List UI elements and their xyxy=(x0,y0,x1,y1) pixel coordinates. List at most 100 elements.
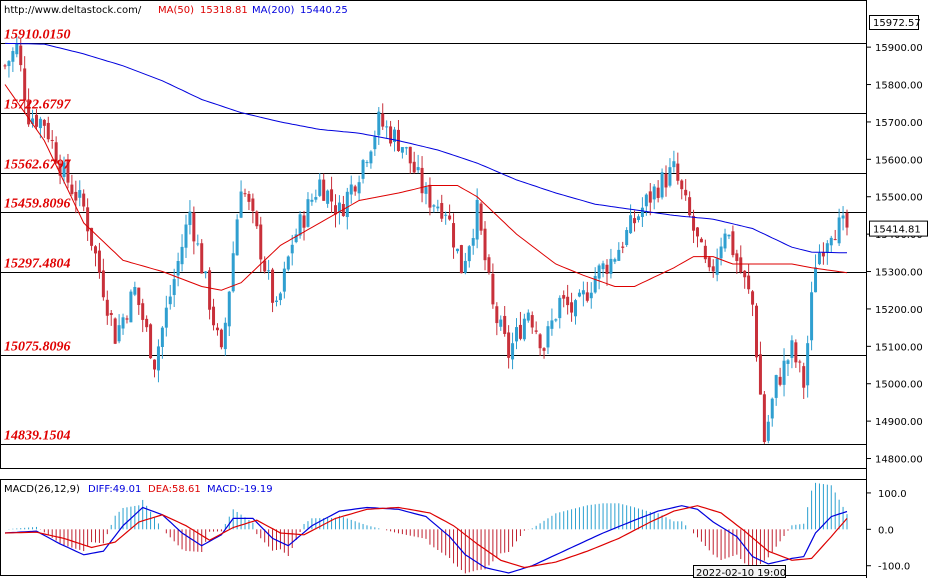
candle-body xyxy=(751,291,755,305)
macd-tick-label: -100.0 xyxy=(878,562,910,573)
candle-body xyxy=(589,292,593,299)
macd-diff: DIFF:49.01 xyxy=(88,484,141,495)
level-labels: 15910.0150 15722.6797 15562.6797 15459.8096… xyxy=(4,28,72,444)
candle-body xyxy=(554,319,558,321)
candle-body xyxy=(326,190,330,204)
top-price-box xyxy=(869,15,919,30)
candle-body xyxy=(361,160,365,179)
candle-body xyxy=(719,246,723,259)
candle-body xyxy=(15,43,19,55)
candle-body xyxy=(46,122,50,140)
candle-body xyxy=(23,68,27,101)
candle-body xyxy=(837,217,841,244)
candle-body xyxy=(231,253,235,292)
candle-body xyxy=(699,238,703,243)
candle-body xyxy=(747,275,751,290)
candle-body xyxy=(129,291,133,323)
candle-body xyxy=(113,318,117,344)
candle-body xyxy=(483,228,487,261)
candle-body xyxy=(243,193,247,195)
candle-body xyxy=(448,215,452,220)
candle-body xyxy=(34,114,38,127)
candle-body xyxy=(27,100,31,125)
candle-body xyxy=(695,227,699,237)
candle-body xyxy=(542,348,546,351)
candle-body xyxy=(829,237,833,246)
candle-body xyxy=(66,159,70,183)
candle-body xyxy=(271,269,275,303)
candle-body xyxy=(334,205,338,215)
candle-body xyxy=(440,203,444,219)
candle-body xyxy=(668,167,672,186)
current-price: 15414.81 xyxy=(873,225,921,236)
candle-body xyxy=(424,187,428,194)
candle-body xyxy=(365,162,369,164)
ma200-value: 15440.25 xyxy=(300,5,348,16)
candle-body xyxy=(78,190,82,198)
candle-body xyxy=(621,246,625,248)
candle-body xyxy=(345,191,349,218)
candle-body xyxy=(149,324,153,359)
candle-body xyxy=(817,252,821,265)
candle-body xyxy=(546,326,550,348)
ma50-value: 15318.81 xyxy=(200,5,248,16)
candle-body xyxy=(70,184,74,194)
candle-body xyxy=(688,197,692,216)
candle-body xyxy=(290,244,294,254)
candle-body xyxy=(664,173,668,188)
candle-body xyxy=(38,118,42,129)
candle-body xyxy=(487,257,491,273)
candle-body xyxy=(90,227,94,246)
candle-body xyxy=(369,151,373,164)
candle-body xyxy=(306,199,310,227)
candle-body xyxy=(577,292,581,297)
candle-body xyxy=(11,51,15,62)
price-panel-border xyxy=(0,0,867,469)
macd-dea: DEA:58.61 xyxy=(148,484,201,495)
candle-body xyxy=(581,290,585,295)
candle-body xyxy=(514,327,518,342)
site-url: http://www.deltastock.com/ xyxy=(4,5,142,16)
price-tick-label: 15200.00 xyxy=(875,305,923,316)
candle-body xyxy=(105,299,109,316)
candle-body xyxy=(613,259,617,262)
candle-body xyxy=(821,252,825,257)
candle-body xyxy=(495,306,499,324)
price-tick-label: 14900.00 xyxy=(875,417,923,428)
price-tick-label: 15600.00 xyxy=(875,155,923,166)
candle-body xyxy=(223,322,227,350)
candle-body xyxy=(400,147,404,153)
candle-body xyxy=(841,215,845,219)
support-resistance-levels xyxy=(1,43,866,445)
candle-body xyxy=(42,119,46,126)
candle-body xyxy=(755,305,759,358)
level-label: 15910.0150 xyxy=(4,28,71,43)
candle-body xyxy=(538,334,542,349)
candle-body xyxy=(168,296,172,305)
candle-body xyxy=(377,111,381,136)
level-label: 15075.8096 xyxy=(4,340,71,355)
candle-body xyxy=(762,394,766,442)
candle-body xyxy=(692,215,696,231)
candle-body xyxy=(570,302,574,313)
candle-body xyxy=(833,239,837,241)
candle-body xyxy=(341,203,345,217)
candle-body xyxy=(806,343,810,386)
candle-body xyxy=(357,182,361,194)
candle-body xyxy=(703,245,707,260)
candle-body xyxy=(743,270,747,278)
candle-body xyxy=(58,163,62,176)
candle-body xyxy=(550,320,554,329)
candle-body xyxy=(727,234,731,237)
candle-body xyxy=(660,172,664,198)
macd-label: MACD(26,12,9) xyxy=(4,484,80,495)
candle-body xyxy=(782,360,786,385)
current-price-box xyxy=(869,220,928,237)
candle-body xyxy=(251,198,255,211)
candle-body xyxy=(282,268,286,292)
candle-body xyxy=(337,202,341,213)
candle-body xyxy=(86,207,90,232)
candle-body xyxy=(31,118,35,125)
candle-body xyxy=(74,191,78,201)
candle-body xyxy=(408,146,412,164)
